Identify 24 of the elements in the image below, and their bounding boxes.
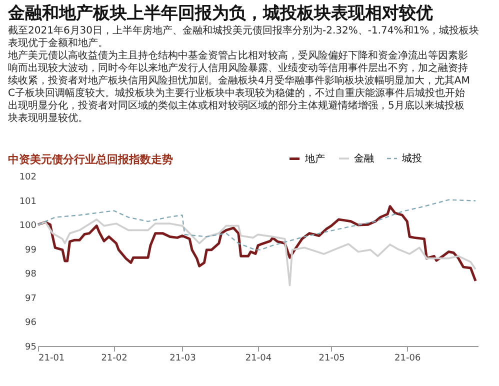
y-tick-label: 102 (19, 172, 36, 182)
y-tick-label: 101 (19, 196, 36, 207)
x-tick-label: 21-02 (101, 354, 128, 364)
x-tick-label: 21-03 (170, 354, 196, 364)
chart-subtitle: 中资美元债分行业总回报指数走势 (8, 153, 173, 166)
x-tick-label: 21-04 (245, 354, 272, 364)
y-tick-label: 97 (25, 294, 36, 304)
line-series (37, 199, 476, 250)
chart-title: 金融和地产板块上半年回报为负，城投板块表现相对较优 (7, 4, 433, 24)
y-tick-label: 95 (25, 342, 36, 352)
legend-label: 金融 (354, 152, 374, 164)
line-series (37, 218, 476, 286)
legend-label: 城投 (401, 152, 422, 164)
text: 地产美元债以高收益债为主且持仓结构中基金资管占比相对较高，受风险偏好下降和资金净流出等因素影响而出现较大波动，同时今年以来地产发行人信用风险暴露、业绩变动等信用事件层出不穷，加之融资持续收紧，投资者对地产板块信用风险担忧加剧。金融板块4月受华融事件影响板块波幅明显加大，尤其AMC子板块回调幅度较大。城投板块为主要行业板块中表现较为稳健的，不过自重庆能源事件后城投也开始出现明显分化，投资者对同区域的类似主体或相对较弱区域的部分主体规避情绪增强，5月底以来城投板块表现明显较优。 (7, 50, 470, 124)
x-tick-label: 21-06 (394, 354, 421, 364)
y-tick-label: 96 (25, 318, 37, 328)
legend-label: 地产 (304, 152, 325, 165)
line-series (36, 205, 477, 282)
x-tick-label: 21-01 (38, 354, 65, 364)
text: 截至2021年6月30日，上半年房地产、金融和城投美元债回报率分别为-2.32%、-1.74%和1%，城投板块表现优于金额和地产。 (8, 24, 480, 49)
y-tick-label: 100 (19, 221, 37, 232)
y-tick-label: 99 (25, 245, 37, 256)
x-tick-label: 21-05 (318, 354, 345, 364)
y-tick-label: 98 (25, 270, 37, 280)
